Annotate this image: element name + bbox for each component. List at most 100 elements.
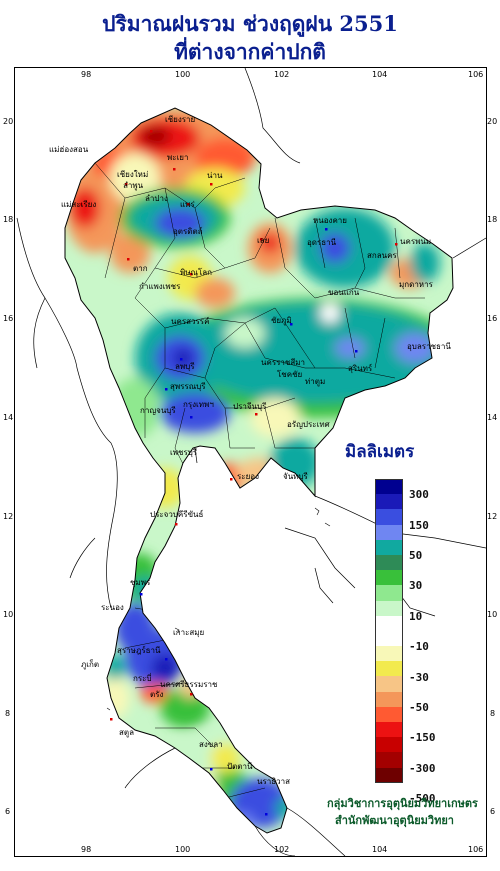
label-loei: เลย — [257, 236, 270, 245]
legend-swatch — [375, 600, 403, 616]
label-chumphon: ชุมพร — [130, 578, 151, 587]
label-phrae: แพร่ — [180, 200, 195, 209]
lon-tick-top-102: 102 — [274, 70, 290, 79]
neighbor-borders — [16, 68, 486, 856]
label-sakon-nakhon: สกลนคร — [367, 251, 397, 260]
legend-swatch — [375, 509, 403, 525]
label-tak: ตาก — [133, 264, 148, 273]
lon-tick-top-106: 106 — [468, 70, 484, 79]
legend-swatch — [375, 524, 403, 540]
map-title: ปริมาณฝนรวม ช่วงฤดูฝน 2551 — [102, 11, 398, 36]
label-chok-chai: โชคชัย — [277, 370, 303, 379]
label-chiang-rai: เชียงราย — [165, 115, 196, 124]
legend-title: มิลลิเมตร — [345, 442, 415, 462]
lat-tick-left-6: 6 — [5, 807, 11, 816]
legend-swatch — [375, 752, 403, 768]
lat-tick-right-16: 16 — [487, 314, 498, 323]
label-krabi: กระบี่ — [133, 674, 152, 683]
credit-line2: สำนักพัฒนาอุตุนิยมวิทยา — [335, 814, 454, 827]
credit-line1: กลุ่มวิชาการอุตุนิยมวิทยาเกษตร — [327, 797, 478, 810]
legend-swatch — [375, 539, 403, 555]
label-chaiyaphum: ชัยภูมิ — [271, 316, 292, 325]
lat-tick-left-16: 16 — [3, 314, 14, 323]
label-kamphaeng-phet: กำแพงเพชร — [139, 282, 181, 291]
label-nan: น่าน — [207, 171, 223, 180]
legend-label: -150 — [409, 731, 436, 745]
label-udon-thani: อุดรธานี — [307, 238, 337, 247]
label-lamphun: ลำพูน — [123, 181, 144, 190]
lat-tick-left-10: 10 — [3, 610, 14, 619]
label-prachuap: ประจวบคีรีขันธ์ — [150, 510, 204, 519]
label-surin: สุรินทร์ — [348, 364, 373, 373]
label-rayong: ระยอง — [237, 472, 259, 481]
label-ubon: อุบลราชธานี — [407, 342, 451, 351]
map-subtitle: ที่ต่างจากค่าปกติ — [174, 39, 326, 64]
label-suphan-buri: สุพรรณบุรี — [170, 382, 206, 391]
legend-swatch — [375, 615, 403, 631]
label-trang: ตรัง — [150, 690, 164, 699]
legend-label: 10 — [409, 609, 423, 623]
lon-tick-bottom-106: 106 — [468, 845, 484, 854]
legend-label: 300 — [409, 488, 429, 502]
lat-tick-left-18: 18 — [3, 215, 14, 224]
legend-colorbar — [375, 479, 403, 783]
legend-swatch — [375, 585, 403, 601]
label-uttaradit: อุตรดิตถ์ — [173, 227, 203, 236]
lon-tick-bottom-104: 104 — [372, 845, 388, 854]
label-nakhon-phanom: นครพนม — [400, 237, 432, 246]
label-lampang: ลำปาง — [145, 194, 168, 203]
label-phayao: พะเยา — [167, 153, 189, 162]
label-ko-samui: เกาะสมุย — [173, 628, 205, 637]
legend-label: 150 — [409, 518, 429, 532]
label-tha-tum: ท่าตูม — [305, 377, 326, 386]
legend-swatch — [375, 646, 403, 662]
legend-swatch — [375, 691, 403, 707]
label-chanthaburi: จันทบุรี — [283, 472, 308, 481]
label-chiang-mai: เชียงใหม่ — [117, 170, 149, 179]
legend-swatch — [375, 570, 403, 586]
legend-swatch — [375, 737, 403, 753]
label-aranyaprathet: อรัญประเทศ — [287, 420, 330, 429]
label-khon-kaen: ขอนแก่น — [328, 288, 360, 297]
lat-tick-right-12: 12 — [487, 512, 498, 521]
legend-swatch — [375, 661, 403, 677]
islands — [106, 507, 331, 711]
label-satun: สตูล — [119, 728, 134, 737]
lat-tick-right-14: 14 — [487, 413, 498, 422]
legend-label: -50 — [409, 701, 429, 714]
legend-swatch — [375, 630, 403, 647]
legend-swatch — [375, 479, 403, 495]
lon-tick-top-100: 100 — [175, 70, 191, 79]
lat-tick-right-18: 18 — [487, 215, 498, 224]
lon-tick-top-98: 98 — [81, 70, 92, 79]
label-surat-thani: สุราษฎร์ธานี — [117, 646, 161, 655]
label-ranong: ระนอง — [101, 603, 124, 612]
legend-swatch — [375, 676, 403, 692]
label-mae-hong-son: แม่ฮ่องสอน — [49, 145, 89, 154]
label-nong-khai: หนองคาย — [313, 216, 347, 225]
lat-tick-right-8: 8 — [490, 709, 496, 718]
lat-tick-right-6: 6 — [490, 807, 496, 816]
legend-swatch — [375, 767, 403, 783]
legend-label: -500 — [409, 792, 436, 806]
label-lop-buri: ลพบุรี — [175, 362, 195, 371]
lon-tick-top-104: 104 — [372, 70, 388, 79]
legend-label: 50 — [409, 549, 423, 562]
lat-tick-left-20: 20 — [3, 117, 14, 126]
label-nakhon-si: นครศรีธรรมราช — [160, 680, 218, 689]
lat-tick-left-12: 12 — [3, 512, 14, 521]
legend-label: -10 — [409, 640, 429, 654]
map-frame: เชียงราย แม่ฮ่องสอน พะเยา เชียงใหม่ น่าน… — [14, 67, 487, 857]
label-prachin-buri: ปราจีนบุรี — [233, 402, 267, 411]
label-narathiwat: นราธิวาส — [257, 777, 291, 786]
label-nakhon-sawan: นครสวรรค์ — [171, 317, 210, 326]
lat-tick-right-20: 20 — [487, 117, 498, 126]
legend-swatch — [375, 554, 403, 571]
label-nakhon-ratchasima: นครราชสีมา — [261, 358, 305, 367]
label-phitsanulok: พิษณุโลก — [180, 268, 213, 277]
legend-swatch — [375, 494, 403, 510]
lat-tick-left-8: 8 — [5, 709, 11, 718]
label-pattani: ปัตตานี — [227, 762, 253, 771]
lon-tick-bottom-100: 100 — [175, 845, 191, 854]
legend-swatch — [375, 722, 403, 738]
